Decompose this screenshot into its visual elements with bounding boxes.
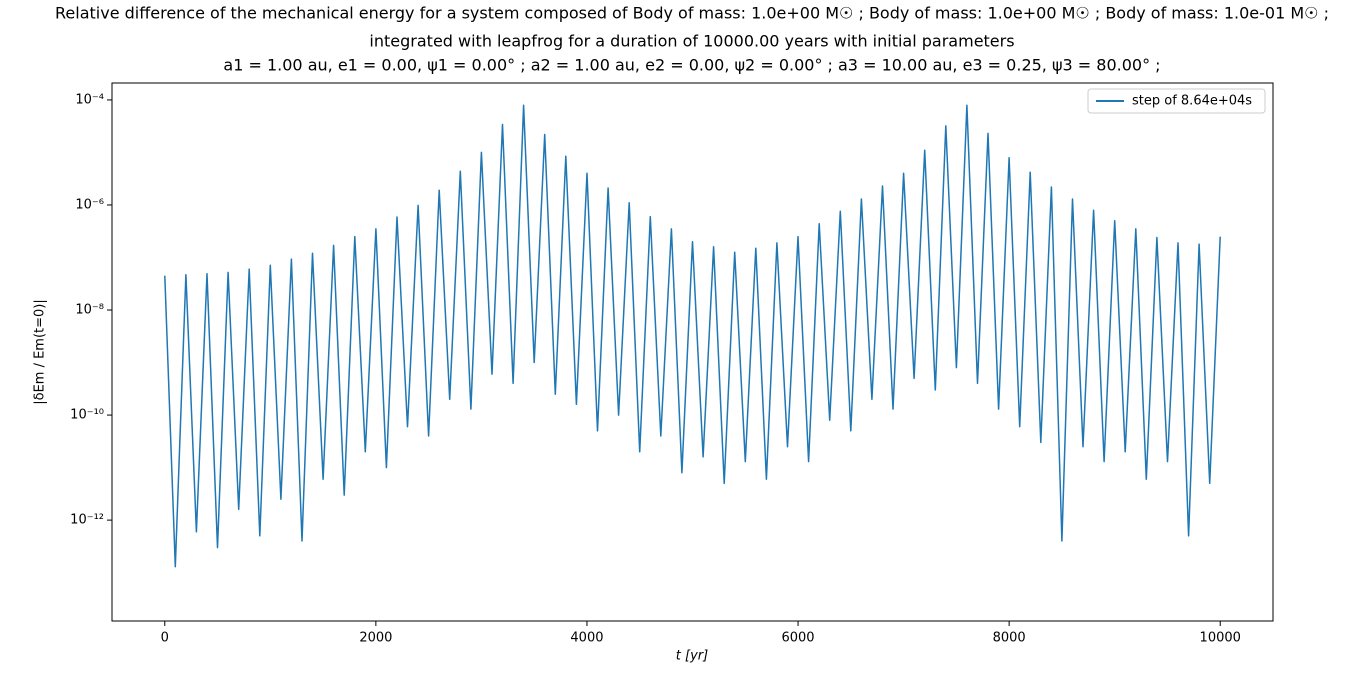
chart-title: integrated with leapfrog for a duration … <box>369 32 1014 51</box>
chart-title: Relative difference of the mechanical en… <box>55 4 1329 23</box>
y-axis-label: |δEm / Em(t=0)| <box>33 299 48 405</box>
y-tick-label: 10⁻⁴ <box>75 92 104 107</box>
legend-label: step of 8.64e+04s <box>1132 94 1252 109</box>
data-line <box>164 104 1221 568</box>
x-tick-label: 2000 <box>359 631 392 646</box>
x-tick-label: 10000 <box>1200 631 1241 646</box>
x-tick-label: 4000 <box>570 631 603 646</box>
plot-frame <box>111 82 1274 622</box>
legend-box <box>1087 88 1266 114</box>
y-tick-label: 10⁻¹² <box>70 513 104 528</box>
x-tick-label: 8000 <box>993 631 1026 646</box>
x-tick-label: 6000 <box>781 631 814 646</box>
chart-title: a1 = 1.00 au, e1 = 0.00, ψ1 = 0.00° ; a2… <box>223 56 1160 75</box>
y-tick-label: 10⁻¹⁰ <box>70 408 104 423</box>
y-tick-label: 10⁻⁸ <box>75 303 104 318</box>
y-tick-label: 10⁻⁶ <box>75 197 104 212</box>
x-axis-label: t [yr] <box>676 649 708 664</box>
x-tick-label: 0 <box>161 631 169 646</box>
